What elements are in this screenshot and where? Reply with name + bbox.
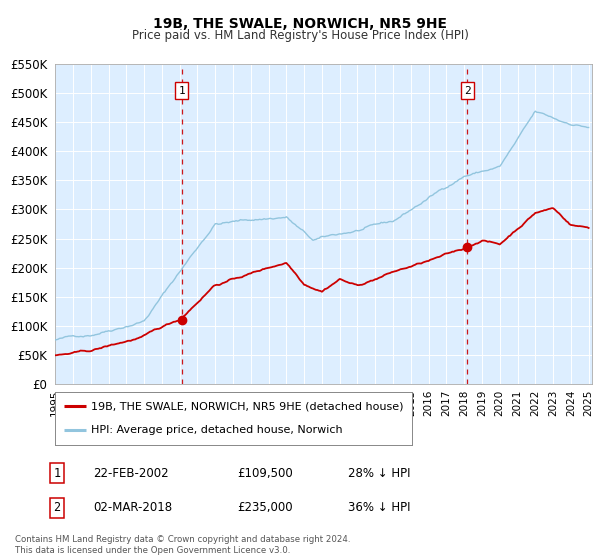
Text: Price paid vs. HM Land Registry's House Price Index (HPI): Price paid vs. HM Land Registry's House … <box>131 29 469 42</box>
Text: 22-FEB-2002: 22-FEB-2002 <box>93 466 169 480</box>
Text: 28% ↓ HPI: 28% ↓ HPI <box>348 466 410 480</box>
Text: 02-MAR-2018: 02-MAR-2018 <box>93 501 172 515</box>
Text: This data is licensed under the Open Government Licence v3.0.: This data is licensed under the Open Gov… <box>15 545 290 555</box>
Text: 36% ↓ HPI: 36% ↓ HPI <box>348 501 410 515</box>
Text: HPI: Average price, detached house, Norwich: HPI: Average price, detached house, Norw… <box>91 425 343 435</box>
Text: 2: 2 <box>53 501 61 515</box>
Text: Contains HM Land Registry data © Crown copyright and database right 2024.: Contains HM Land Registry data © Crown c… <box>15 534 350 544</box>
Text: 1: 1 <box>53 466 61 480</box>
Text: £235,000: £235,000 <box>237 501 293 515</box>
Text: 19B, THE SWALE, NORWICH, NR5 9HE (detached house): 19B, THE SWALE, NORWICH, NR5 9HE (detach… <box>91 402 403 412</box>
Text: 1: 1 <box>179 86 185 96</box>
Text: £109,500: £109,500 <box>237 466 293 480</box>
Text: 19B, THE SWALE, NORWICH, NR5 9HE: 19B, THE SWALE, NORWICH, NR5 9HE <box>153 17 447 31</box>
Text: 2: 2 <box>464 86 470 96</box>
